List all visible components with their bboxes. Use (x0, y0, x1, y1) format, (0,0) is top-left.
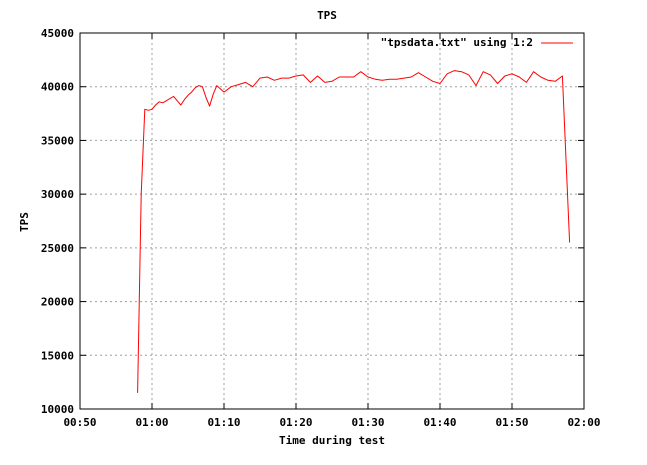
y-tick-label: 25000 (41, 242, 74, 255)
series-line (137, 70, 571, 393)
x-tick-label: 01:20 (279, 416, 312, 429)
x-tick-label: 01:10 (207, 416, 240, 429)
y-tick-label: 10000 (41, 403, 74, 416)
y-tick-label: 35000 (41, 134, 74, 147)
x-tick-label: 02:00 (567, 416, 600, 429)
x-tick-label: 01:00 (135, 416, 168, 429)
x-tick-label: 01:50 (495, 416, 528, 429)
x-tick-label: 00:50 (63, 416, 96, 429)
y-tick-label: 30000 (41, 188, 74, 201)
axis-ticks: 00:50 01:00 01:10 01:20 01:30 01:40 01:50 02:00… (41, 27, 601, 429)
legend-label: "tpsdata.txt" using 1:2 (381, 36, 533, 49)
y-tick-label: 45000 (41, 27, 74, 40)
y-axis-title: TPS (18, 212, 31, 232)
y-tick-label: 20000 (41, 296, 74, 309)
y-tick-label: 40000 (41, 81, 74, 94)
grid (80, 33, 584, 409)
x-tick-label: 01:40 (423, 416, 456, 429)
legend: "tpsdata.txt" using 1:2 (381, 36, 573, 49)
chart-title: TPS (317, 9, 337, 22)
x-tick-label: 01:30 (351, 416, 384, 429)
series-layer (137, 70, 571, 393)
plot-frame (79, 32, 585, 410)
x-axis-title: Time during test (279, 434, 385, 447)
y-tick-label: 15000 (41, 349, 74, 362)
